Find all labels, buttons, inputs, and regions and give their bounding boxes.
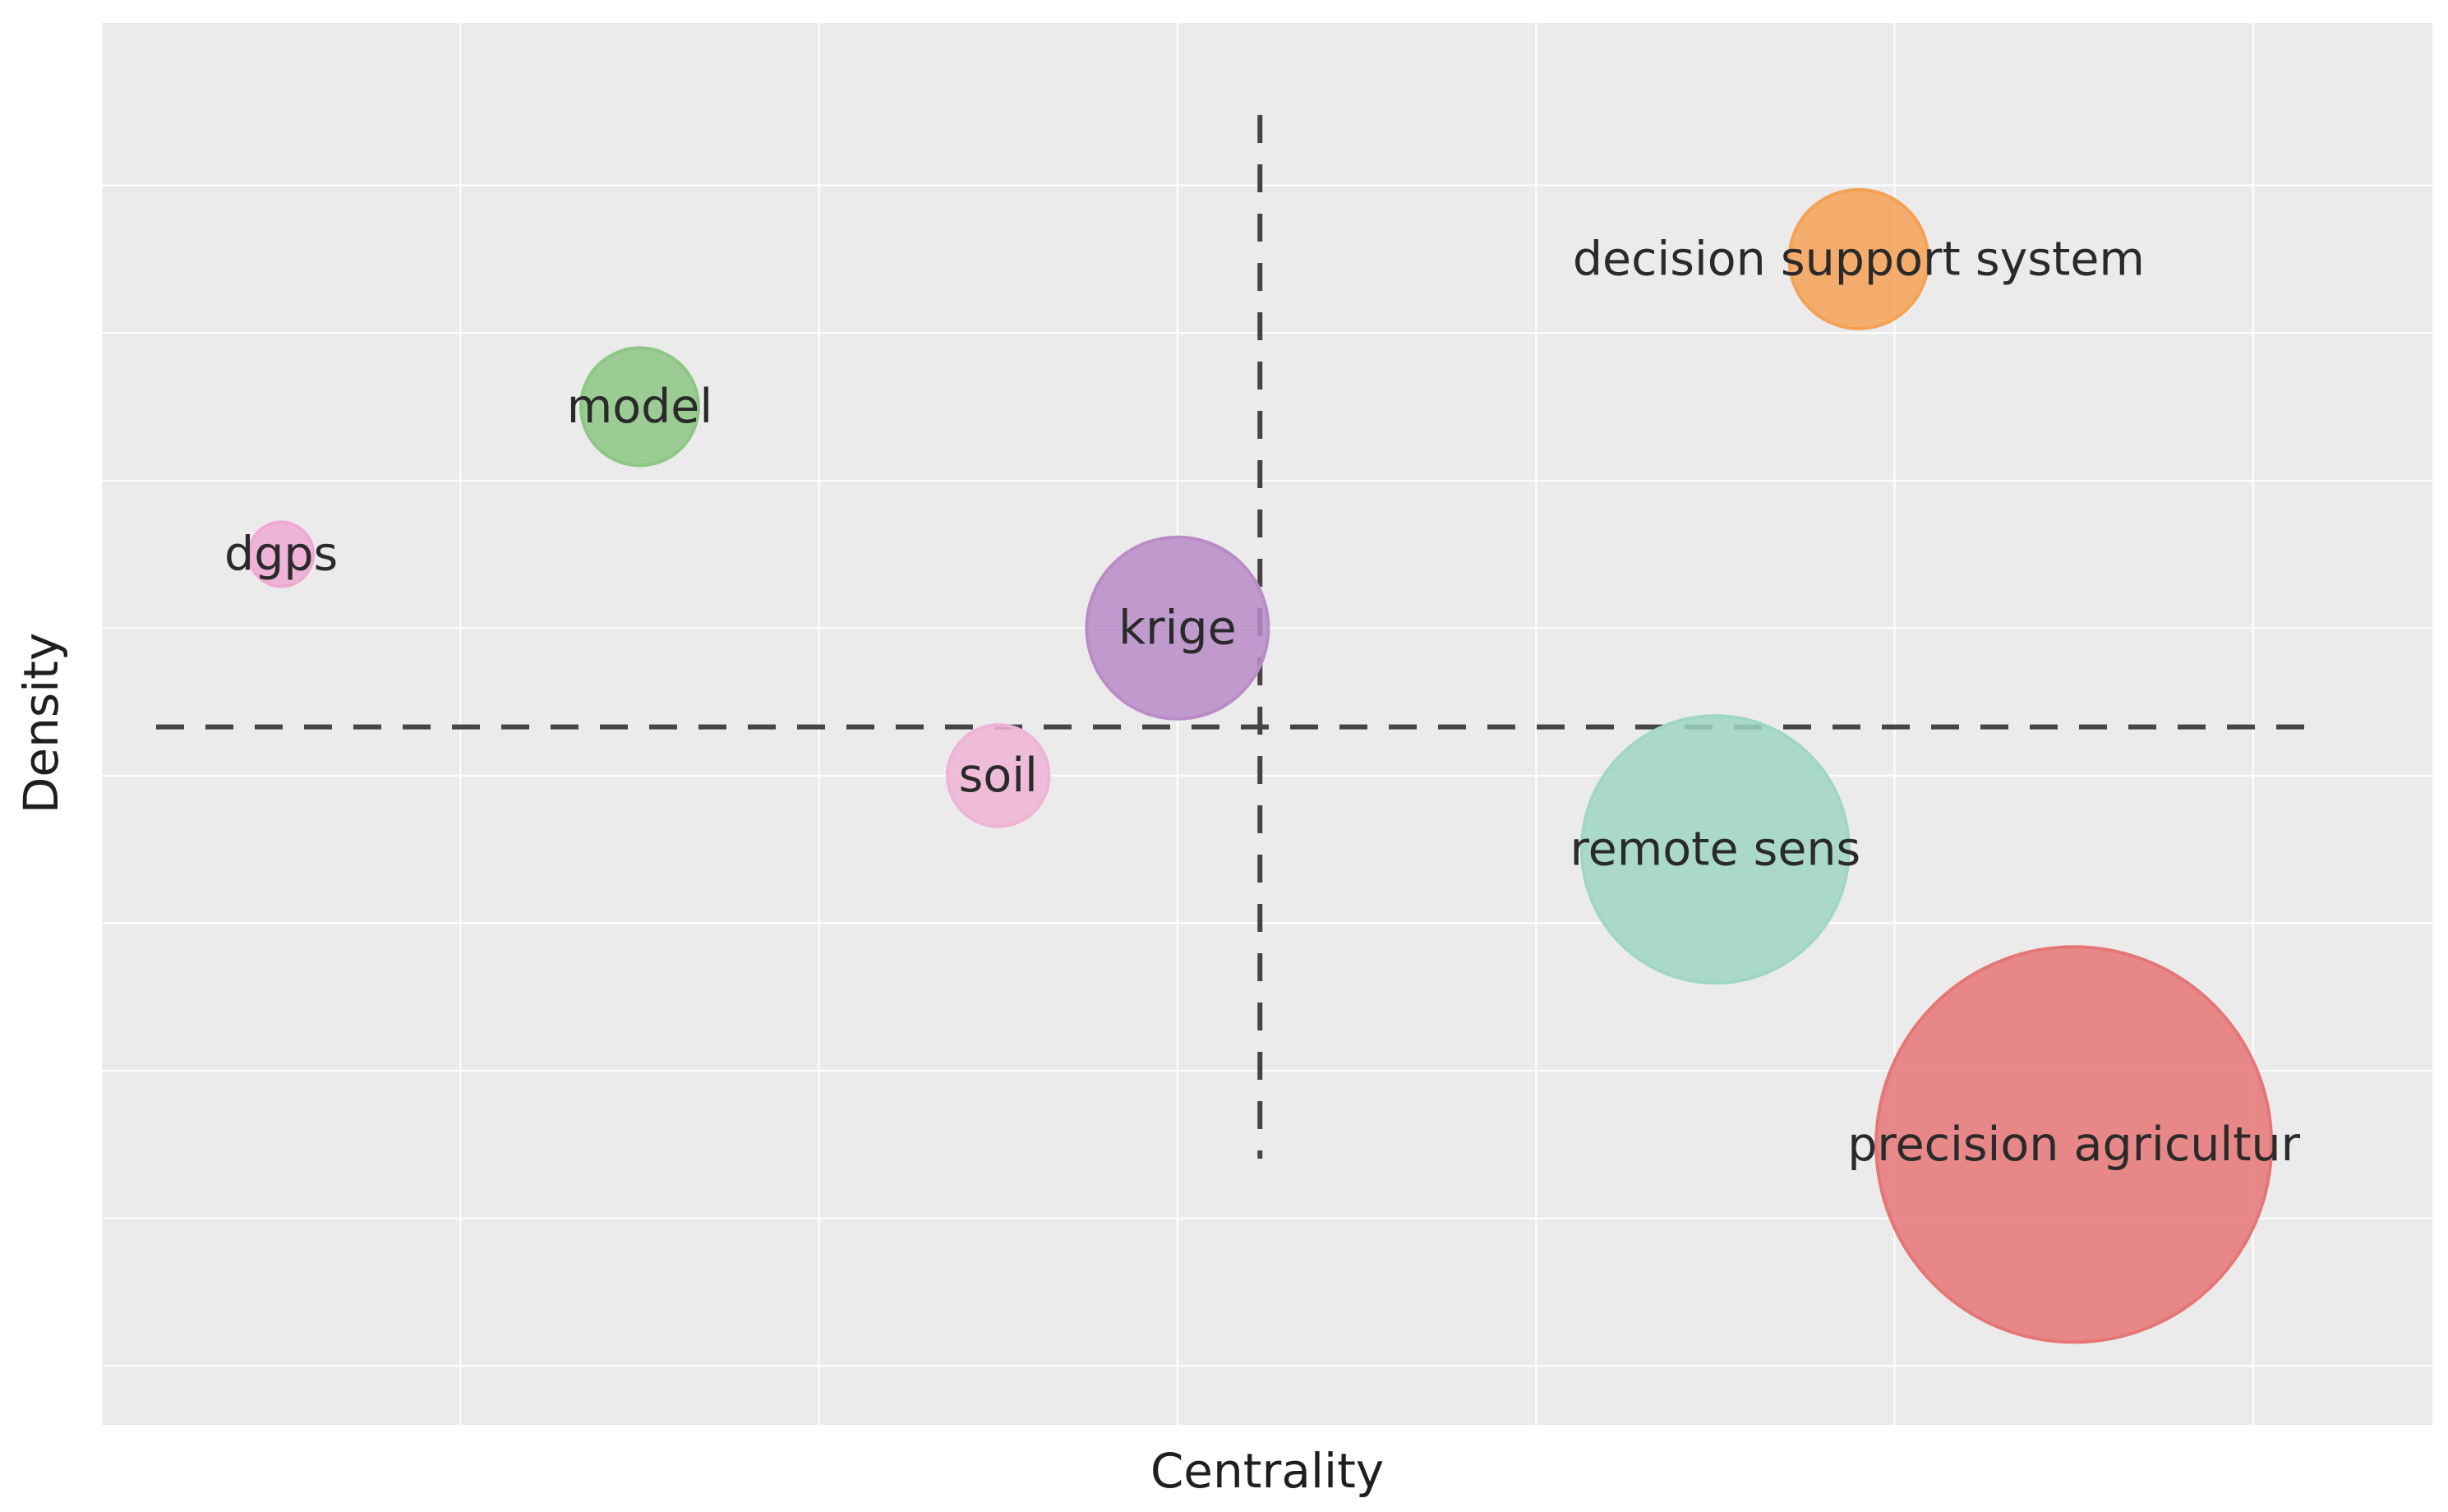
bubble-decision-support-system[interactable] xyxy=(1787,187,1930,330)
bubble-precision-agricultur[interactable] xyxy=(1874,945,2274,1344)
threshold-lines xyxy=(156,115,2326,1159)
bubble-label-soil: soil xyxy=(959,749,1038,803)
bubble-layer xyxy=(247,187,2274,1344)
bubble-label-dgps: dgps xyxy=(224,527,338,581)
bubble-label-krige: krige xyxy=(1118,601,1237,655)
label-layer: decision support system model dgps krige soi… xyxy=(224,232,2301,1171)
bubble-label-precision-agricultur: precision agricultur xyxy=(1847,1118,2300,1172)
grid-lines xyxy=(102,23,2432,1425)
bubble-krige[interactable] xyxy=(1085,535,1270,721)
bubble-dgps[interactable] xyxy=(247,520,316,588)
bubble-label-remote-sens: remote sens xyxy=(1570,823,1860,877)
bubble-label-model: model xyxy=(567,380,713,434)
y-axis-title: Density xyxy=(13,633,69,814)
bubble-label-decision-support-system: decision support system xyxy=(1573,232,2145,286)
bubble-soil[interactable] xyxy=(946,723,1051,828)
x-axis-title: Centrality xyxy=(1150,1443,1384,1499)
bubble-model[interactable] xyxy=(579,346,700,468)
bubble-remote-sens[interactable] xyxy=(1579,714,1851,985)
